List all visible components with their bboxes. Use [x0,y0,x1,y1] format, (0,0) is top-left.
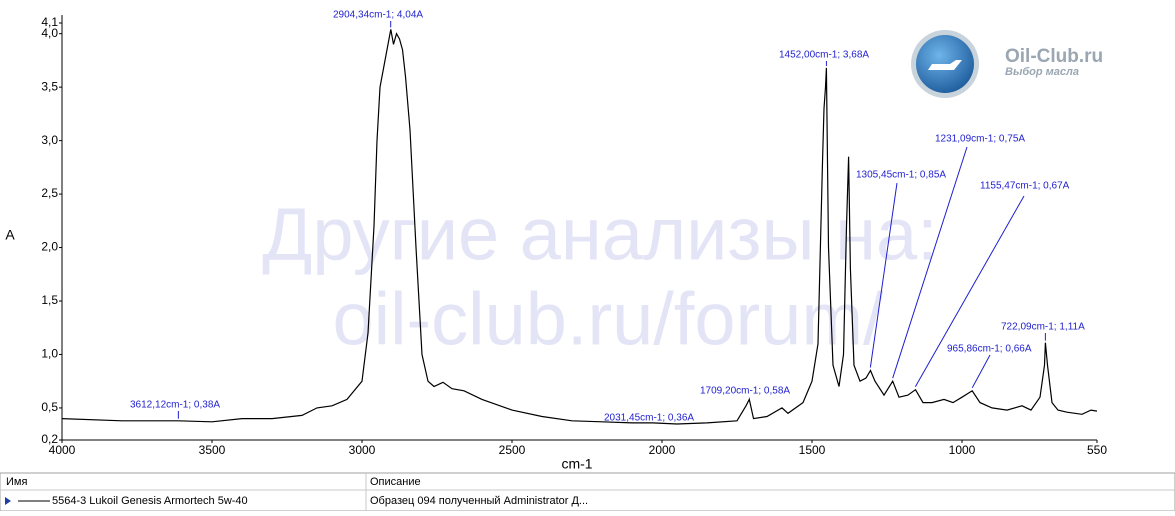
table-cell[interactable]: Образец 094 полученный Administrator Д..… [370,495,588,507]
annotation-leader [892,146,968,379]
watermark: oil-club.ru/forum/ [332,278,884,361]
annotation-label: 965,86cm-1; 0,66A [947,344,1032,355]
y-tick-label: 0,2 [41,432,58,446]
x-tick-label: 1500 [799,443,826,457]
annotation-label: 1452,00cm-1; 3,68A [779,50,869,61]
y-tick-label: 1,0 [41,347,58,361]
annotation-leader [971,354,991,389]
y-tick-label: 0,5 [41,400,58,414]
y-tick-label: 4,0 [41,26,58,40]
y-tick-label: 1,5 [41,293,58,307]
x-tick-label: 4000 [49,443,76,457]
annotation-label: 2031,45cm-1; 0,36A [604,413,694,424]
x-tick-label: 1000 [949,443,976,457]
spectrum-line [61,29,1098,425]
annotation-label: 1305,45cm-1; 0,85A [856,170,946,181]
annotation-leader [869,182,898,368]
x-tick-label: 550 [1087,443,1107,457]
row-pointer [5,497,11,505]
x-tick-label: 3500 [199,443,226,457]
y-tick-label: 2,0 [41,240,58,254]
table-header[interactable]: Имя [6,476,27,488]
logo-title: Oil-Club.ru [1005,46,1103,67]
x-tick-label: 2000 [649,443,676,457]
logo-subtitle: Выбор масла [1005,66,1079,78]
y-axis-label: A [5,227,15,243]
y-tick-label: 4,1 [41,15,58,29]
watermark: Другие анализы на: [262,193,937,276]
y-tick-label: 3,5 [41,79,58,93]
annotation-label: 1709,20cm-1; 0,58A [700,386,790,397]
annotation-label: 1231,09cm-1; 0,75A [935,134,1025,145]
table-header[interactable]: Описание [370,476,421,488]
x-tick-label: 2500 [499,443,526,457]
table-cell[interactable]: 5564-3 Lukoil Genesis Armortech 5w-40 [52,495,248,507]
x-axis-label: cm-1 [561,456,592,472]
annotation-label: 2904,34cm-1; 4,04A [333,10,423,21]
annotation-label: 722,09cm-1; 1,11A [1001,322,1085,333]
annotation-label: 3612,12cm-1; 0,38A [130,400,220,411]
annotation-leader [914,195,1025,387]
annotation-label: 1155,47cm-1; 0,67A [980,181,1070,192]
y-tick-label: 3,0 [41,133,58,147]
y-tick-label: 2,5 [41,186,58,200]
x-tick-label: 3000 [349,443,376,457]
logo-can [928,60,962,70]
